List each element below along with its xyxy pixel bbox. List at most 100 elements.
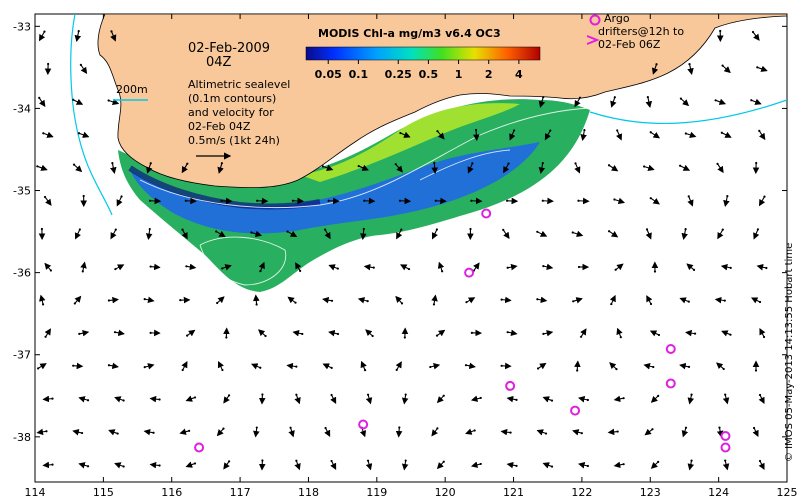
velocity-arrow-tail: [363, 228, 365, 230]
velocity-arrow-tail: [324, 427, 326, 429]
velocity-arrow-tail: [542, 200, 544, 202]
velocity-arrow-tail: [259, 270, 261, 272]
velocity-arrow-tail: [471, 332, 473, 334]
velocity-arrow-tail: [759, 301, 761, 303]
velocity-arrow-tail: [83, 195, 85, 197]
velocity-arrow-tail: [610, 303, 612, 305]
velocity-arrow-tail: [469, 228, 471, 230]
velocity-arrow-tail: [120, 195, 122, 197]
velocity-arrow-tail: [222, 428, 224, 430]
velocity-arrow-tail: [657, 395, 659, 397]
velocity-arrow-tail: [465, 301, 467, 303]
velocity-arrow-tail: [81, 432, 83, 434]
velocity-arrow-tail: [373, 267, 375, 269]
velocity-arrow-tail: [286, 230, 288, 232]
velocity-arrow-tail: [149, 200, 151, 202]
velocity-arrow-tail: [289, 427, 291, 429]
velocity-arrow-tail: [583, 129, 585, 131]
velocity-arrow-tail: [250, 231, 252, 233]
velocity-arrow-tail: [186, 163, 188, 165]
velocity-arrow-tail: [613, 198, 615, 200]
velocity-arrow-tail: [755, 162, 757, 164]
velocity-arrow-tail: [501, 299, 503, 301]
velocity-arrow-tail: [436, 130, 438, 132]
velocity-arrow-tail: [72, 365, 74, 367]
velocity-arrow-tail: [73, 164, 75, 166]
velocity-arrow-tail: [295, 394, 297, 396]
velocity-arrow-tail: [87, 399, 89, 401]
info-line-1: Altimetric sealevel: [188, 78, 290, 91]
velocity-arrow-tail: [475, 129, 477, 131]
velocity-arrow-tail: [480, 463, 482, 465]
velocity-arrow-tail: [542, 162, 544, 164]
velocity-arrow-tail: [722, 229, 724, 231]
colorbar-tick-label: 1: [455, 68, 463, 81]
velocity-arrow-tail: [150, 332, 152, 334]
velocity-arrow-tail: [620, 336, 622, 338]
velocity-arrow-tail: [757, 228, 759, 230]
velocity-arrow-tail: [395, 163, 397, 165]
velocity-arrow-tail: [256, 426, 258, 428]
velocity-arrow-tail: [474, 429, 476, 431]
velocity-arrow: [476, 130, 477, 140]
velocity-arrow-tail: [721, 132, 723, 134]
velocity-arrow-tail: [80, 64, 82, 66]
velocity-arrow-tail: [322, 165, 324, 167]
velocity-arrow-tail: [443, 461, 445, 463]
velocity-arrow-tail: [471, 162, 473, 164]
lon-tick-label: 117: [230, 486, 251, 499]
velocity-arrow-tail: [367, 300, 369, 302]
velocity-arrow-tail: [228, 460, 230, 462]
velocity-arrow-tail: [623, 463, 625, 465]
colorbar-tick-label: 2: [485, 68, 493, 81]
velocity-arrow-tail: [608, 230, 610, 232]
velocity-arrow-tail: [37, 367, 39, 369]
velocity-arrow-tail: [259, 367, 261, 369]
velocity-arrow-tail: [718, 426, 720, 428]
velocity-arrow-tail: [501, 365, 503, 367]
velocity-arrow-tail: [724, 300, 726, 302]
velocity-arrow-tail: [110, 30, 112, 32]
velocity-arrow-tail: [108, 299, 110, 301]
credit-text: © IMOS 05-May-2013 14:13:55 Hobart time: [784, 243, 795, 462]
velocity-arrow-tail: [679, 165, 681, 167]
velocity-arrow-tail: [750, 99, 752, 101]
velocity-arrow-tail: [429, 366, 431, 368]
info-line-2: (0.1m contours): [188, 92, 276, 105]
velocity-arrow: [577, 362, 578, 371]
velocity-arrow-tail: [221, 267, 223, 269]
scale-label: 0.5m/s (1kt 24h): [188, 134, 280, 147]
velocity-arrow-tail: [372, 335, 374, 337]
velocity-arrow-tail: [616, 129, 618, 131]
velocity-arrow-tail: [470, 200, 472, 202]
velocity-arrow-tail: [685, 228, 687, 230]
velocity-arrow-tail: [615, 269, 617, 271]
colorbar-tick-label: 0.1: [349, 68, 369, 81]
velocity-arrow-tail: [542, 265, 544, 267]
lat-tick-label: -35: [13, 185, 31, 198]
colorbar-tick-label: 0.5: [419, 68, 439, 81]
velocity-arrow-tail: [185, 200, 187, 202]
velocity-arrow-tail: [615, 368, 617, 370]
velocity-arrow-tail: [295, 366, 297, 368]
date-line1: 02-Feb-2009: [188, 41, 270, 56]
lat-tick-label: -36: [13, 267, 31, 280]
argo-line-1: Argo: [604, 12, 630, 25]
velocity-arrow-tail: [42, 132, 44, 134]
velocity-arrow-tail: [721, 65, 723, 67]
velocity-arrow-tail: [545, 432, 547, 434]
velocity-arrow-tail: [542, 333, 544, 335]
velocity-arrow-tail: [651, 428, 653, 430]
velocity-arrow-tail: [367, 394, 369, 396]
colorbar-tick-label: 0.05: [315, 68, 342, 81]
velocity-arrow-tail: [759, 460, 761, 462]
velocity-arrow-tail: [576, 369, 578, 371]
velocity-arrow-tail: [617, 430, 619, 432]
velocity-arrow-tail: [358, 165, 360, 167]
velocity-arrow-tail: [614, 96, 616, 98]
velocity-arrow-tail: [688, 301, 690, 303]
velocity-arrow-tail: [652, 366, 654, 368]
velocity-arrow-tail: [123, 399, 125, 401]
velocity-arrow-tail: [401, 302, 403, 304]
